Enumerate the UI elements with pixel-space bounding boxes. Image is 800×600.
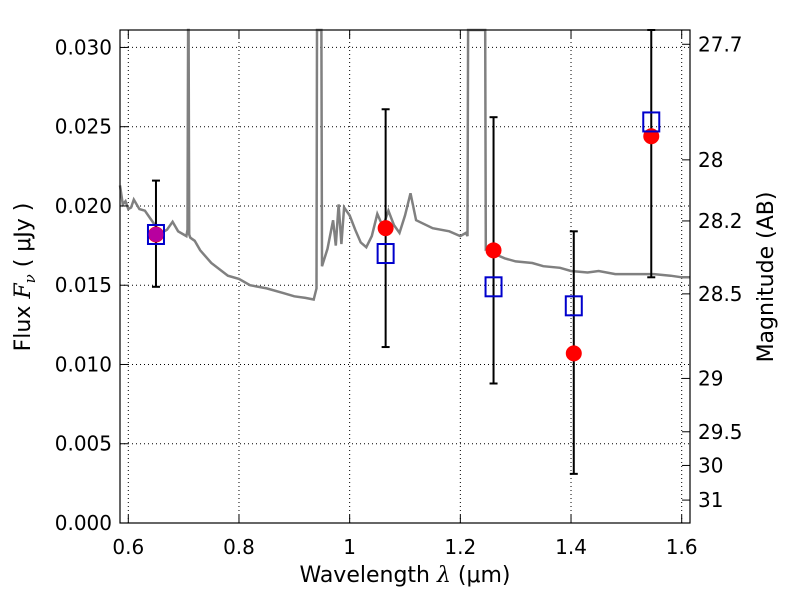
mag-tick-label: 31 (698, 488, 723, 512)
spectrum-line (118, 28, 690, 301)
y-tick-label: 0.010 (55, 352, 112, 376)
y-axis-label-right: Magnitude (AB) (754, 192, 779, 363)
model-point (642, 111, 661, 133)
x-tick-label: 0.6 (112, 535, 144, 559)
x-tick-label: 0.8 (223, 535, 255, 559)
x-tick-label: 1.4 (555, 535, 587, 559)
mag-tick-label: 29 (698, 366, 723, 390)
y-tick-label: 0.025 (55, 115, 112, 139)
y-tick-label: 0.015 (55, 273, 112, 297)
model-point (376, 243, 395, 265)
model-point (564, 295, 583, 317)
overlap-point (148, 226, 164, 242)
grid (120, 30, 690, 523)
x-axis-label: Wavelength λ (μm) (299, 563, 510, 588)
y-tick-label: 0.030 (55, 35, 112, 59)
observed-point (485, 242, 502, 259)
axis-ticks: 0.6 0.8 1 1.2 1.4 1.6 0.000 0.005 0.010 0.015 0.02… (55, 30, 743, 559)
x-tick-label: 1.2 (444, 535, 476, 559)
observed-point (377, 220, 394, 237)
mag-tick-label: 28.2 (698, 209, 743, 233)
mag-tick-label: 28 (698, 148, 723, 172)
spectrum-layer (118, 28, 690, 301)
y-tick-label: 0.020 (55, 194, 112, 218)
x-tick-label: 1 (343, 535, 356, 559)
mag-tick-label: 30 (698, 453, 723, 477)
y-tick-label: 0.000 (55, 511, 112, 535)
y-axis-label-left: Flux Fν ( μJy ) (11, 203, 39, 352)
observed-point (565, 345, 582, 362)
mag-tick-label: 27.7 (698, 32, 743, 56)
x-tick-label: 1.6 (666, 535, 698, 559)
mag-tick-label: 28.5 (698, 282, 743, 306)
plot-frame (119, 29, 691, 524)
y-tick-label: 0.005 (55, 432, 112, 456)
data-points (146, 111, 661, 362)
model-point (146, 223, 165, 245)
model-point (484, 276, 503, 298)
mag-tick-label: 29.5 (698, 420, 743, 444)
observed-point (643, 128, 660, 145)
